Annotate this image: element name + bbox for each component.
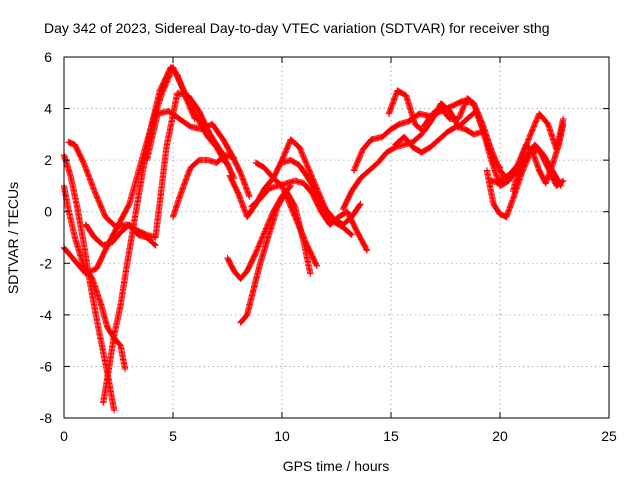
y-tick-label: -4 [40,307,53,323]
x-tick-label: 15 [383,428,399,444]
data-markers [65,89,238,241]
plot-frame [63,56,610,419]
data-series-arc-11 [237,187,314,326]
data-markers [82,221,159,249]
y-axis-title: SDTVAR / TECUs [5,182,21,294]
data-markers [278,156,355,239]
data-series-arc-7 [169,151,238,221]
data-series-arc-15 [339,131,425,213]
tick-layer: 0 5 10 15 20 25 -8 -6 -4 -2 0 2 4 6 [40,49,617,444]
x-tick-label: 10 [274,428,290,444]
chart-title: Day 342 of 2023, Sidereal Day-to-day VTE… [44,20,550,36]
y-tick-label: 6 [44,49,52,65]
data-markers [237,187,314,326]
y-tick-label: -2 [40,255,53,271]
data-markers [143,108,253,200]
data-series-arc-6 [82,221,159,249]
data-series-arc-5 [60,182,129,373]
data-series-arc-4 [65,89,238,241]
data-markers [339,131,425,213]
x-tick-label: 25 [601,428,617,444]
x-tick-label: 5 [169,428,177,444]
y-tick-label: 4 [44,101,52,117]
y-tick-label: 0 [44,204,52,220]
x-axis-title: GPS time / hours [283,458,390,474]
y-tick-label: -6 [40,358,53,374]
y-tick-label: -8 [40,410,53,426]
y-tick-label: 2 [44,152,52,168]
x-tick-label: 0 [60,428,68,444]
data-markers [60,182,129,373]
data-markers [169,151,238,221]
data-series-arc-8 [143,108,253,200]
data-layer [60,64,567,414]
data-series-arc-23 [496,120,567,187]
data-series-arc-18 [392,123,486,156]
data-markers [392,123,486,156]
x-tick-label: 20 [492,428,508,444]
data-series-arc-14 [278,156,355,239]
data-markers [496,120,567,187]
